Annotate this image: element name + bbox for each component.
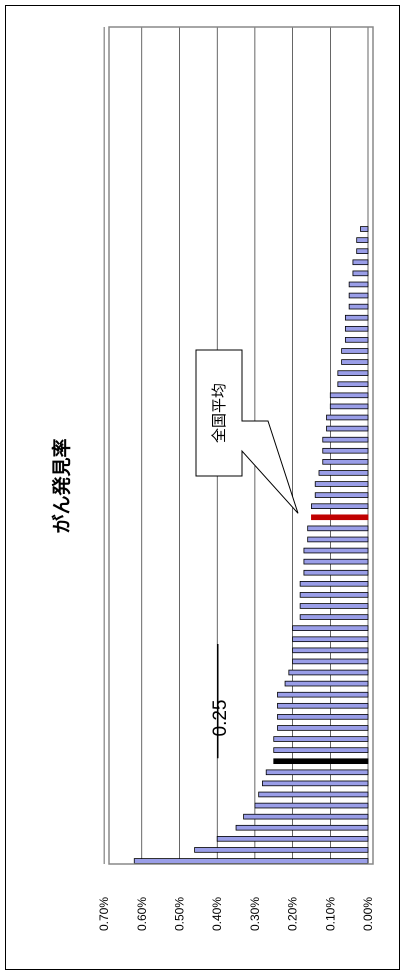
bar [292,647,369,654]
bar [258,791,369,798]
bar [348,303,369,310]
chart-frame: 0.70% 0.60% 0.50% 0.40% 0.30% 0.20% 0.10% 0.00%… [5,5,400,970]
y-tick-label: 0.70% [97,897,111,931]
bar [299,614,369,620]
bar [314,481,369,487]
bar [348,281,369,288]
bar [277,691,369,698]
bar [318,470,369,476]
bar [292,625,369,631]
bar [344,325,369,332]
bar [356,237,369,243]
y-tick-label: 0.40% [210,897,224,931]
bar [314,492,369,498]
y-tick-label: 0.50% [173,897,187,931]
bar [273,736,369,742]
bar [292,636,369,643]
bar [243,813,369,820]
bar [292,658,369,665]
bar [277,725,369,731]
y-tick-labels: 0.70% 0.60% 0.50% 0.40% 0.30% 0.20% 0.10% 0.00% [97,897,375,931]
callout-label: 全国平均 [210,383,228,443]
bar [262,780,369,787]
y-tick-label: 0.10% [323,897,337,931]
bar [299,581,369,587]
annotations: 0.25 全国平均 [195,349,299,759]
bar [254,802,369,809]
y-tick-label: 0.60% [135,897,149,931]
bar [277,702,369,709]
bars [133,226,369,864]
y-tick-label: 0.00% [361,897,375,931]
bar [216,836,369,842]
bar [337,370,369,376]
bar [303,547,369,554]
plot-area-border [108,26,374,865]
bar [360,226,369,232]
bar [341,359,369,365]
chart-title: がん発見率 [50,438,73,533]
bar [299,592,369,598]
y-tick-label: 0.20% [286,897,300,931]
bar [303,569,369,576]
bar [326,414,369,421]
bar [356,248,369,254]
bar [329,392,369,399]
bar [322,459,369,465]
callout-national-average: 全国平均 [195,349,299,514]
bar [303,558,369,565]
bar [352,270,369,277]
bar [299,603,369,609]
bar [273,747,369,753]
bar [344,314,369,321]
bar [348,292,369,299]
bar [344,337,369,343]
bar [288,669,369,676]
y-tick-label: 0.30% [248,897,262,931]
bar [322,447,369,454]
bar [352,259,369,266]
bar [322,436,369,443]
bar [194,847,369,853]
value-annotation: 0.25 [210,700,231,737]
bar [277,714,369,720]
bar [341,348,369,354]
callout-box [195,349,299,514]
bar [307,525,369,532]
bar [235,824,369,831]
bar [329,403,369,410]
bar [337,381,369,388]
bar [326,425,369,432]
bar [307,536,369,543]
bar [133,858,369,864]
highlight-bar [273,758,369,765]
bar [311,503,369,509]
chart-svg: 0.70% 0.60% 0.50% 0.40% 0.30% 0.20% 0.10% 0.00%… [50,26,375,931]
highlight-bar [311,514,369,521]
bar [284,680,369,687]
bar [265,769,369,776]
